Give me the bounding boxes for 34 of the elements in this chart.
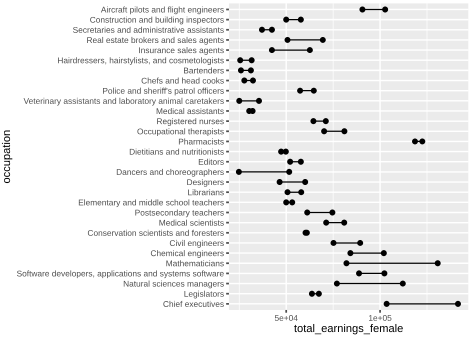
y-tick-label: Dietitians and nutritionists [130,148,224,155]
y-tick-label: Chefs and head cooks [142,78,224,84]
y-tick-label: Mathematicians [166,260,224,266]
y-tick-label: Chemical engineers [150,250,224,258]
y-tick-label: Postsecondary teachers [135,209,224,218]
y-tick-label: Dancers and choreographers [116,168,224,177]
x-tick-label: 5e+04 [274,315,298,321]
y-tick-label: Registered nurses [157,118,224,126]
y-tick-label: Legislators [184,290,224,298]
x-tick-label: 1e+05 [369,315,392,321]
y-tick-label: Hairdressers, hairstylists, and cosmetologists [58,57,224,65]
y-axis-title: occupation [2,130,12,184]
x-axis-title: total_earnings_female [294,324,403,334]
y-tick-label: Veterinary assistants and laboratory animal caretakers [24,98,224,106]
y-tick-label: Secretaries and administrative assistants [73,26,224,33]
y-tick-label: Elementary and middle school teachers [78,199,224,208]
y-tick-label: Conservation scientists and foresters [88,230,224,236]
y-tick-label: Aircraft pilots and flight engineers [100,6,224,14]
y-tick-label: Software developers, applications and systems software [16,270,224,278]
y-tick-label: Medical scientists [159,220,224,226]
y-tick-label: Pharmacists [178,138,224,145]
y-tick-label: Chief executives [163,300,224,307]
y-tick-label: Designers [187,179,224,187]
y-tick-label: Natural sciences managers [124,280,224,288]
y-tick-label: Police and sheriff's patrol officers [103,88,224,96]
y-tick-label: Editors [198,158,224,165]
y-tick-label: Real estate brokers and sales agents [87,36,224,45]
y-tick-label: Construction and building inspectors [90,16,224,24]
y-tick-label: Bartenders [184,67,224,74]
y-tick-label: Civil engineers [170,240,224,248]
y-tick-label: Medical assistants [156,108,224,114]
y-tick-label: Librarians [188,189,224,196]
y-tick-label: Insurance sales agents [139,47,224,55]
y-tick-label: Occupational therapists [137,128,224,136]
